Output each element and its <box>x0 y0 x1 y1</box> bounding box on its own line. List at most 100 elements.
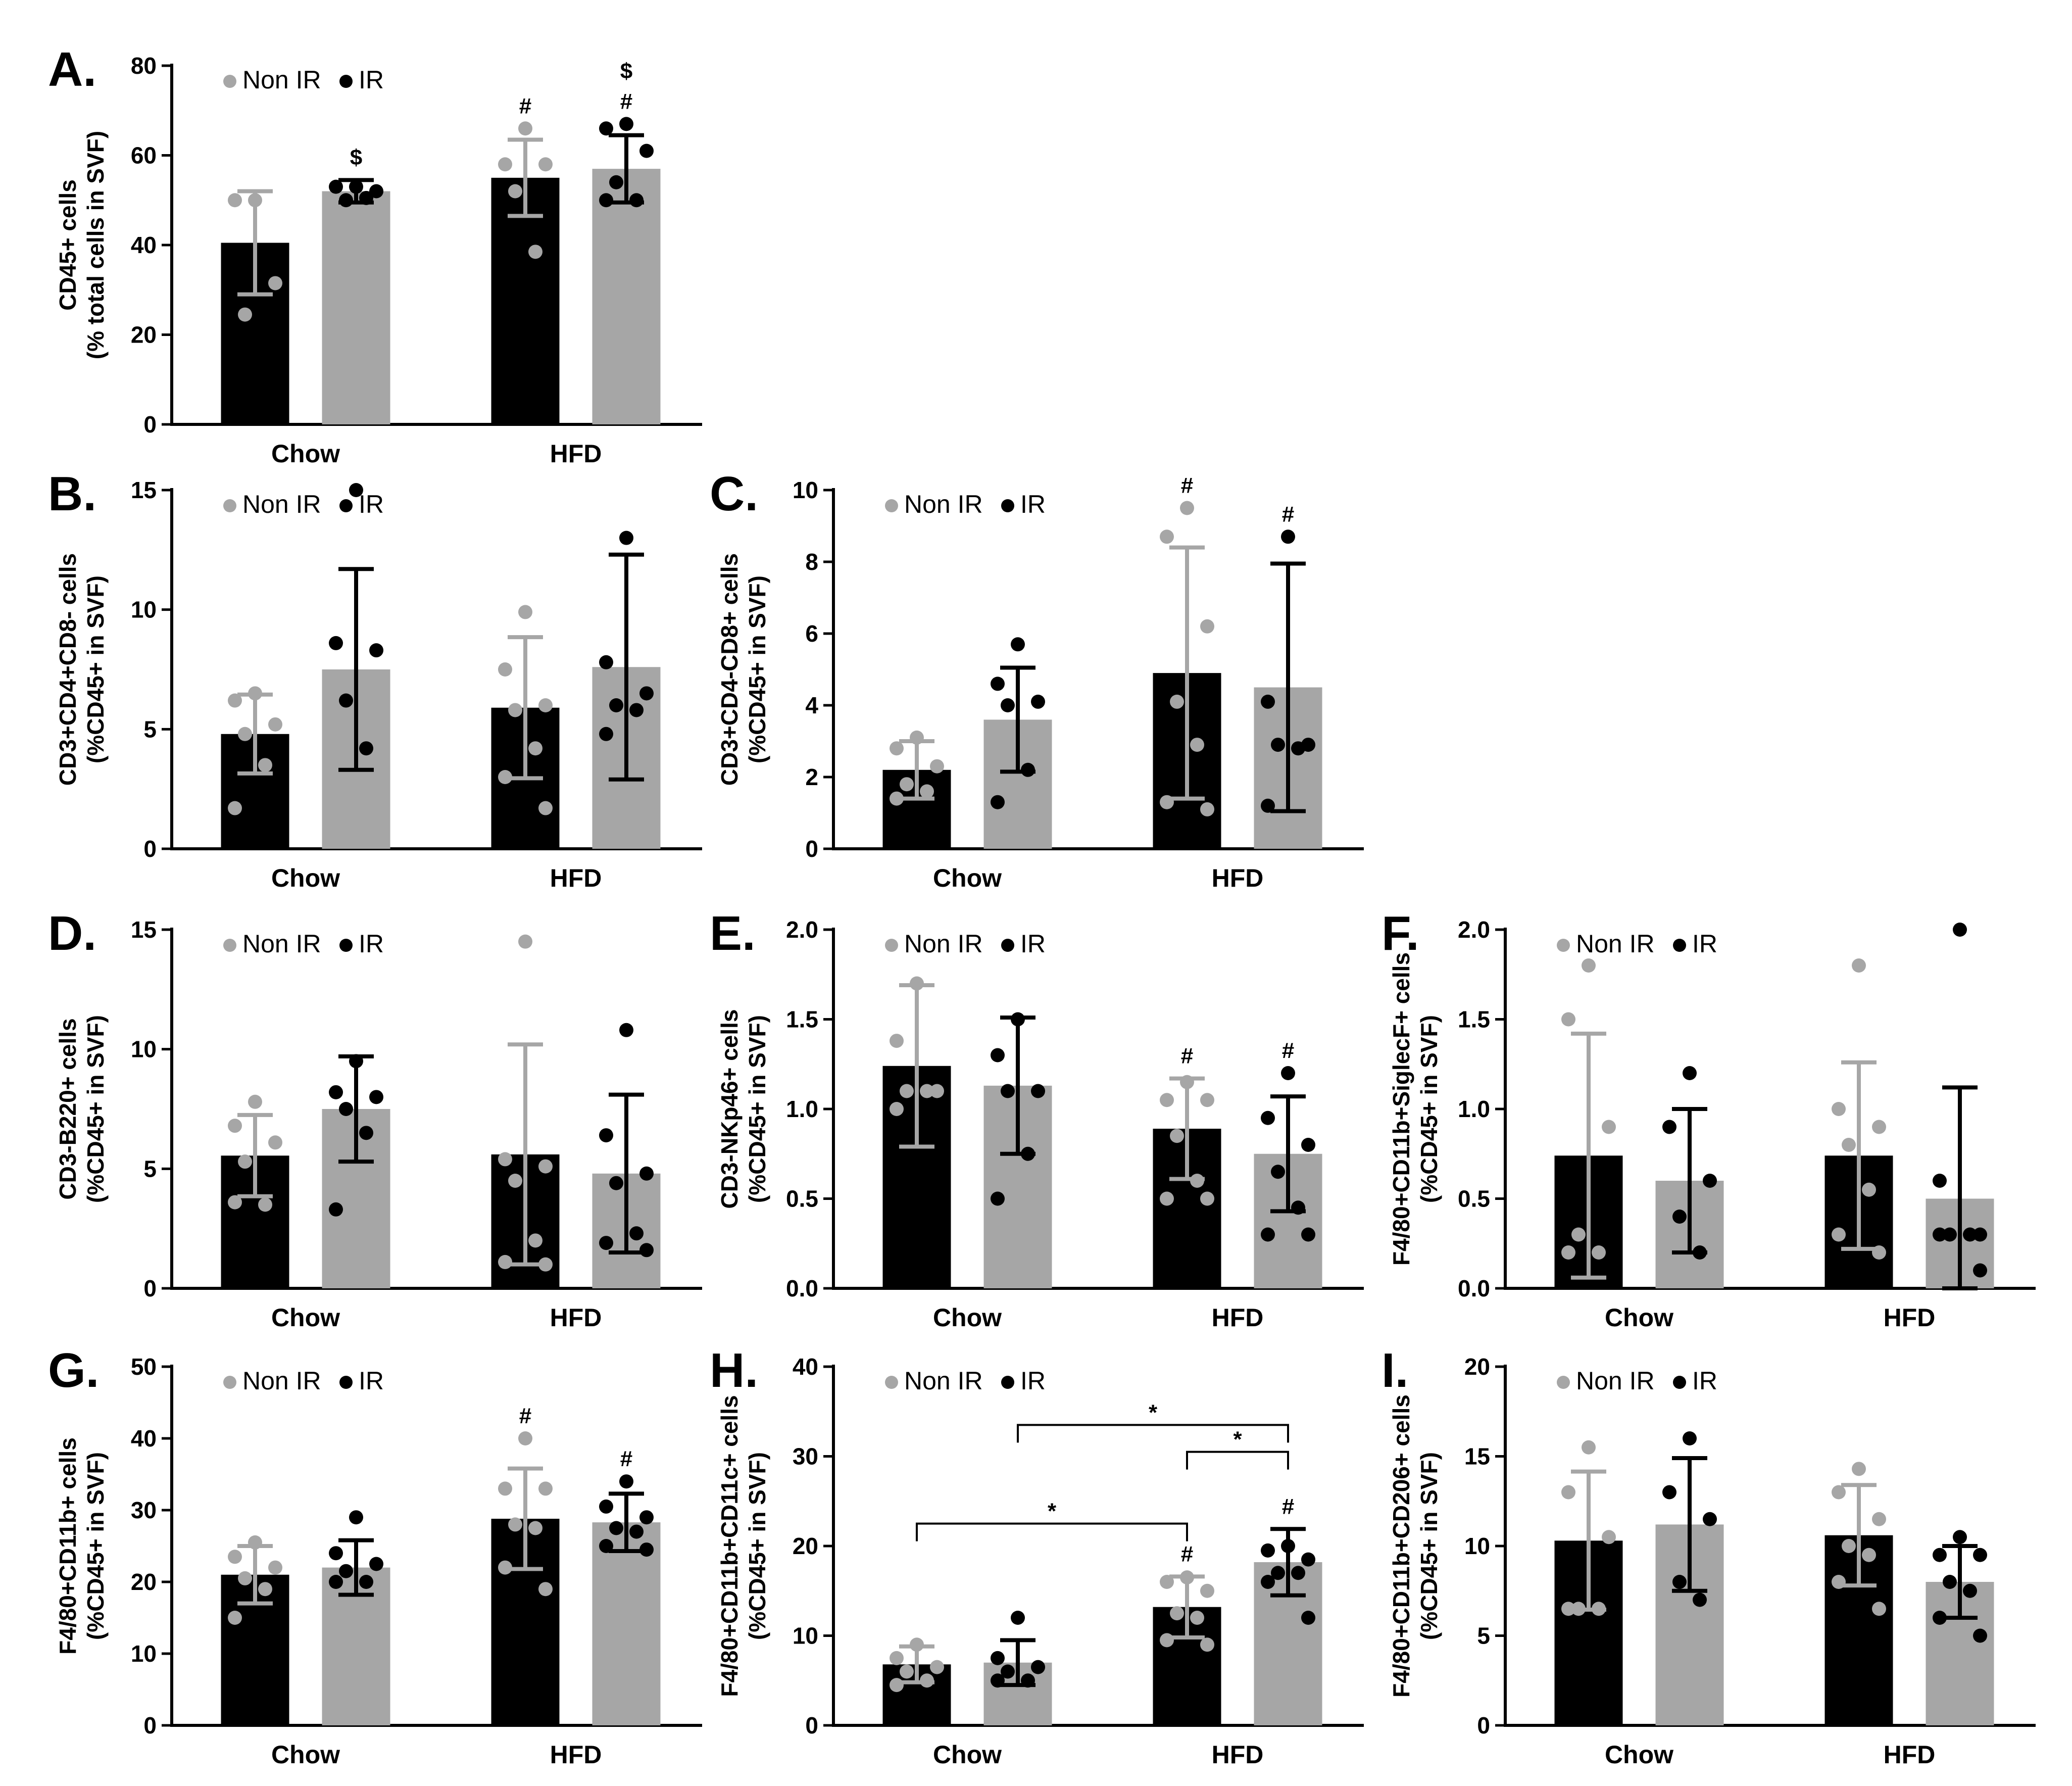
data-point <box>1973 1628 1987 1643</box>
data-point <box>1561 1012 1575 1027</box>
y-tick-label: 30 <box>793 1443 818 1470</box>
category-label: HFD <box>550 1741 602 1769</box>
data-point <box>1261 694 1275 709</box>
data-point <box>1261 1111 1275 1125</box>
data-point <box>258 1197 272 1212</box>
y-tick-label: 5 <box>143 1155 157 1182</box>
data-point <box>258 1582 272 1597</box>
data-point <box>991 1673 1005 1688</box>
data-point <box>1842 1138 1856 1152</box>
data-point <box>1001 1664 1015 1679</box>
panel-letter: D. <box>48 906 96 960</box>
data-point <box>1180 1075 1194 1089</box>
y-tick-label: 0.0 <box>786 1275 818 1301</box>
y-tick-label: 10 <box>793 477 818 503</box>
data-point <box>329 1575 343 1589</box>
data-point <box>1301 1552 1315 1567</box>
data-point <box>1862 1182 1876 1197</box>
category-label: HFD <box>1884 1741 1936 1769</box>
legend-label-non-ir: Non IR <box>242 930 321 958</box>
data-point <box>609 1176 623 1190</box>
data-point <box>599 121 613 136</box>
data-point <box>1200 1191 1214 1206</box>
data-point <box>228 1119 242 1133</box>
significance-mark: # <box>1282 1038 1294 1063</box>
y-axis-label: (%CD45+ in SVF) <box>744 1015 770 1203</box>
data-point <box>890 1651 904 1665</box>
category-label: Chow <box>933 1741 1002 1769</box>
data-point <box>930 1660 944 1674</box>
data-point <box>228 801 242 815</box>
y-axis-label: CD3+CD4-CD8+ cells <box>716 553 743 786</box>
data-point <box>359 1126 373 1140</box>
y-tick-label: 20 <box>793 1533 818 1559</box>
data-point <box>1693 1245 1707 1260</box>
panel-g: G. 0 10 20 30 40 50 F4/80+CD11b+ cells (%CD45+ i… <box>48 1343 702 1769</box>
significance-mark: # <box>1282 1494 1294 1519</box>
legend-swatch-ir <box>1673 1376 1686 1389</box>
legend-label-non-ir: Non IR <box>242 66 321 94</box>
data-point <box>1261 1227 1275 1242</box>
y-tick-label: 80 <box>131 53 157 79</box>
data-point <box>248 686 262 701</box>
legend-label-non-ir: Non IR <box>904 490 983 518</box>
data-point <box>1031 694 1045 709</box>
data-point <box>349 1510 363 1525</box>
y-tick-label: 10 <box>131 1036 157 1063</box>
data-point <box>1973 1227 1987 1242</box>
panel-letter: C. <box>710 467 758 521</box>
data-point <box>1291 1566 1305 1580</box>
panel-letter: I. <box>1382 1343 1408 1397</box>
legend-label-non-ir: Non IR <box>904 1367 983 1395</box>
data-point <box>609 698 623 712</box>
y-tick-label: 10 <box>131 597 157 623</box>
data-point <box>920 784 934 799</box>
y-axis-label: (%CD45+ in SVF) <box>82 1015 109 1203</box>
data-point <box>498 770 512 784</box>
panel-f: F. 0.0 0.5 1.0 1.5 2.0 F4/80+CD11b+SiglecF+ ce… <box>1382 906 2036 1332</box>
data-point <box>1160 795 1174 809</box>
data-point <box>1582 1440 1596 1455</box>
significance-mark: $ <box>620 59 632 83</box>
data-point <box>1200 619 1214 634</box>
y-tick-label: 10 <box>131 1640 157 1667</box>
data-point <box>890 741 904 756</box>
y-tick-label: 2 <box>805 764 818 790</box>
y-tick-label: 5 <box>143 716 157 742</box>
data-point <box>1602 1120 1616 1134</box>
y-axis-label: (%CD45+ in SVF) <box>744 1452 770 1640</box>
data-point <box>1170 694 1184 709</box>
y-tick-label: 2.0 <box>786 916 818 943</box>
data-point <box>528 1233 542 1248</box>
data-point <box>508 703 522 717</box>
category-label: Chow <box>271 440 340 468</box>
data-point <box>910 1637 924 1652</box>
y-tick-label: 0.5 <box>786 1186 818 1212</box>
data-point <box>639 1243 654 1258</box>
data-point <box>890 1678 904 1693</box>
data-point <box>1561 1485 1575 1500</box>
panel-c: C. 0 2 4 6 8 10 CD3+CD4-CD8+ cells (%CD45+ in SV… <box>710 467 1364 892</box>
y-tick-label: 50 <box>131 1354 157 1380</box>
data-point <box>1953 1530 1967 1544</box>
legend-swatch-non-ir <box>1557 1376 1570 1389</box>
data-point <box>1693 1592 1707 1607</box>
panel-letter: E. <box>710 906 756 960</box>
legend-swatch-ir <box>1001 499 1014 512</box>
data-point <box>900 1084 914 1098</box>
data-point <box>528 245 542 259</box>
data-point <box>920 1084 934 1098</box>
y-tick-label: 30 <box>131 1497 157 1523</box>
legend-swatch-non-ir <box>223 939 236 952</box>
data-point <box>268 1560 282 1575</box>
data-point <box>1973 1263 1987 1278</box>
data-point <box>508 184 522 199</box>
data-point <box>238 727 252 741</box>
data-point <box>329 179 343 194</box>
data-point <box>1832 1485 1846 1500</box>
data-point <box>268 1135 282 1150</box>
legend-swatch-ir <box>1001 939 1014 952</box>
data-point <box>609 1521 623 1535</box>
data-point <box>1872 1245 1886 1260</box>
